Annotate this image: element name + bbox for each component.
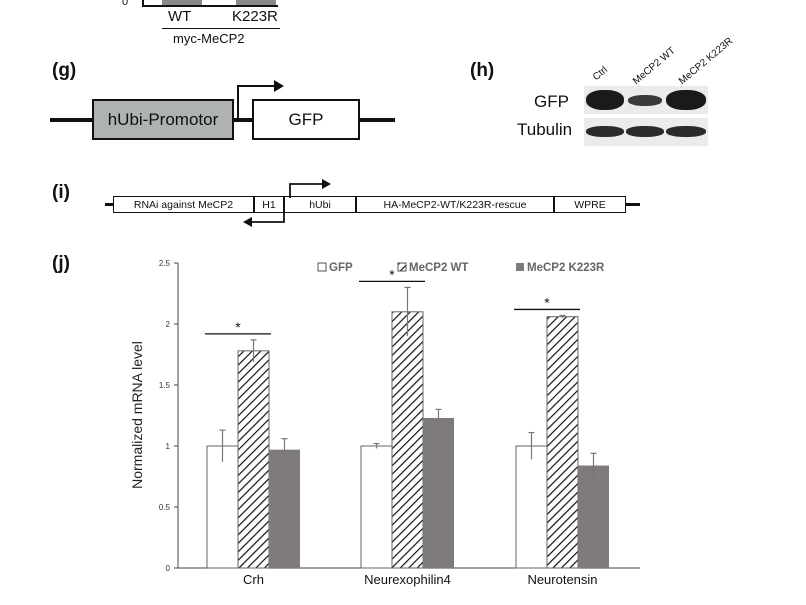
legend-swatch-gfp: [317, 262, 327, 272]
chart-significance: * * *: [205, 266, 580, 335]
gfp-band-ctrl: [586, 90, 624, 110]
legend-label-gfp: GFP: [329, 262, 353, 274]
panel-h-row-tubulin: Tubulin: [517, 120, 573, 139]
chart-y-axis-label: Normalized mRNA level: [129, 341, 145, 489]
y-tick-label: 1: [166, 442, 171, 451]
y-tick-label: 2.5: [159, 259, 171, 268]
y-tick-label: 1.5: [159, 381, 171, 390]
panel-i-wpre-label: WPRE: [574, 198, 606, 211]
panel-i-h1-label: H1: [262, 198, 276, 211]
top-label-wt: WT: [168, 8, 192, 25]
top-y-zero: 0: [122, 0, 129, 8]
legend-swatch-mecp2-wt: [397, 262, 407, 272]
x-category-label: Neurotensin: [527, 572, 597, 587]
panel-i-wpre-box: WPRE: [554, 196, 626, 213]
gfp-band-k223r: [666, 90, 706, 110]
panel-i-rescue-label: HA-MeCP2-WT/K223R-rescue: [383, 198, 527, 211]
panel-g-gfp-label: GFP: [288, 109, 324, 129]
bar-mecp2-wt-neurotensin: [546, 316, 579, 569]
significance-star: *: [235, 319, 241, 335]
panel-h-tubulin-blot: [584, 118, 708, 146]
panel-g-gfp-box: GFP: [252, 99, 360, 140]
chart-y-ticks: 0 0.5 1 1.5 2 2.5: [159, 259, 178, 573]
gfp-band-wt: [628, 95, 662, 106]
top-label-k223r: K223R: [232, 8, 278, 25]
chart-x-labels: Crh Neurexophilin4 Neurotensin: [243, 572, 598, 587]
legend-swatch-mecp2-k223r: [516, 263, 524, 271]
legend-label-mecp2-wt: MeCP2 WT: [409, 262, 468, 274]
tubulin-band-wt: [626, 126, 664, 137]
panel-g-promoter-box: hUbi-Promotor: [92, 99, 234, 140]
panel-j-letter: (j): [52, 253, 70, 274]
chart-error-bars: [219, 286, 597, 478]
significance-star: *: [544, 294, 550, 310]
panel-g-promoter-label: hUbi-Promotor: [107, 109, 219, 129]
bar-mecp2-wt-neurexophilin4: [391, 311, 424, 569]
bar-mecp2-k223r-neurexophilin4: [423, 417, 454, 568]
panel-i-rnai-label: RNAi against MeCP2: [133, 198, 234, 211]
chart-bars: [206, 311, 609, 569]
y-tick-label: 0.5: [159, 503, 171, 512]
significance-star: *: [389, 266, 395, 282]
top-group-label: myc-MeCP2: [173, 31, 245, 46]
bar-mecp2-wt-crh: [237, 350, 270, 569]
chart-legend: GFP MeCP2 WT MeCP2 K223R: [317, 262, 605, 274]
legend-label-mecp2-k223r: MeCP2 K223R: [527, 262, 605, 274]
x-category-label: Neurexophilin4: [364, 572, 451, 587]
top-axis-left: [142, 0, 144, 6]
panel-i-hubi-label: hUbi: [309, 198, 331, 211]
top-group-line: [162, 28, 280, 30]
top-panel-fragment: 0 WT K223R myc-MeCP2: [0, 0, 300, 50]
y-tick-label: 0: [166, 564, 171, 573]
bar-mecp2-k223r-neurotensin: [578, 465, 609, 568]
bar-mecp2-k223r-crh: [269, 449, 300, 568]
top-bar-wt: [162, 0, 202, 5]
panel-g-letter: (g): [52, 60, 77, 81]
tubulin-band-k223r: [666, 126, 706, 137]
top-bar-k223r: [236, 0, 276, 5]
panel-h-gfp-blot: [584, 86, 708, 114]
tubulin-band-ctrl: [586, 126, 624, 137]
panel-i-forward-arrow: [289, 179, 331, 198]
panel-i-rescue-box: HA-MeCP2-WT/K223R-rescue: [356, 196, 554, 213]
panel-i-letter: (i): [52, 182, 70, 203]
bar-gfp-crh: [206, 445, 239, 569]
y-tick-label: 2: [166, 320, 171, 329]
panel-h-letter: (h): [470, 60, 495, 81]
bar-gfp-neurexophilin4: [360, 445, 393, 569]
panel-i-reverse-arrow: [243, 210, 285, 227]
top-axis-line: [142, 5, 278, 7]
panel-h-row-gfp: GFP: [534, 92, 569, 111]
panel-g-arrow: [237, 80, 284, 118]
panel-i-hubi-box: hUbi: [284, 196, 356, 213]
panel-i-rnai-box: RNAi against MeCP2: [113, 196, 254, 213]
panel-i-h1-box: H1: [254, 196, 284, 213]
bar-gfp-neurotensin: [515, 445, 548, 569]
x-category-label: Crh: [243, 572, 264, 587]
